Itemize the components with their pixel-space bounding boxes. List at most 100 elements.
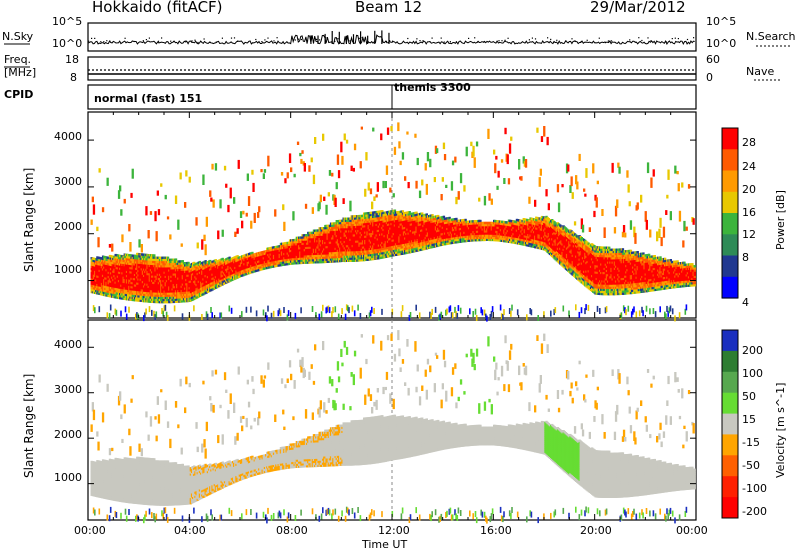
power-pixel — [161, 290, 164, 293]
power-pixel — [124, 283, 127, 286]
power-pixel — [155, 300, 158, 304]
power-pixel — [170, 286, 173, 289]
power-pixel — [172, 298, 175, 301]
power-pixel — [127, 270, 130, 274]
power-pixel — [245, 212, 248, 217]
power-pixel — [124, 255, 127, 259]
power-pixel — [132, 296, 135, 300]
power-pixel — [92, 257, 96, 260]
power-pixel — [132, 284, 135, 287]
power-pixel — [166, 284, 170, 287]
power-pixel — [127, 268, 130, 271]
power-pixel — [109, 255, 113, 258]
power-pixel — [92, 204, 96, 215]
power-pixel — [158, 277, 162, 281]
power-pixel — [274, 209, 277, 217]
power-pixel — [170, 296, 173, 299]
power-pixel — [147, 281, 150, 284]
power-pixel — [130, 290, 133, 293]
power-pixel — [135, 313, 137, 320]
power-pixel — [161, 260, 164, 264]
power-pixel — [147, 277, 150, 280]
noise-search-point — [103, 41, 105, 43]
power-pixel — [164, 256, 167, 259]
power-pixel — [130, 192, 133, 198]
power-pixel — [96, 277, 99, 280]
power-pixel — [101, 293, 105, 296]
power-pixel — [165, 311, 168, 318]
xtick-0400: 04:00 — [174, 524, 206, 537]
power-pixel — [132, 286, 135, 289]
power-pixel — [144, 268, 147, 271]
power-pixel — [161, 269, 164, 272]
power-pixel — [101, 285, 105, 288]
power-pixel — [115, 285, 118, 289]
xtick-2000: 20:00 — [580, 524, 612, 537]
power-pixel — [166, 281, 170, 285]
power-pixel — [170, 281, 173, 285]
power-pixel — [337, 170, 341, 179]
power-pixel — [108, 244, 112, 248]
power-pixel — [164, 267, 167, 270]
power-pixel — [320, 311, 323, 318]
power-pixel — [149, 268, 153, 272]
power-pixel — [172, 262, 175, 266]
power-pixel — [172, 292, 175, 295]
power-pixel — [92, 282, 96, 286]
power-pixel — [161, 277, 164, 281]
power-pixel — [124, 257, 127, 261]
noise-search-point — [528, 39, 530, 41]
noise-search-point — [261, 41, 263, 43]
power-pixel — [141, 297, 145, 301]
power-pixel — [107, 269, 110, 272]
power-pixel — [124, 272, 127, 275]
power-pixel — [155, 267, 158, 270]
power-pixel — [153, 298, 156, 301]
power-pixel — [119, 292, 122, 296]
noise-search-point — [185, 40, 187, 42]
noise-search-point — [580, 41, 582, 43]
power-pixel — [127, 253, 130, 257]
power-pixel — [124, 285, 127, 288]
power-pixel — [130, 262, 133, 266]
power-pixel — [119, 277, 122, 281]
power-pixel — [136, 284, 139, 287]
power-pixel — [127, 287, 130, 290]
power-pixel — [104, 262, 107, 265]
power-pixel — [164, 292, 167, 295]
power-pixel — [166, 273, 170, 276]
power-pixel — [161, 267, 164, 270]
power-pixel — [172, 294, 175, 297]
power-pixel — [141, 285, 145, 288]
power-pixel — [121, 257, 124, 260]
power-pixel — [322, 133, 325, 141]
power-pixel — [155, 296, 158, 299]
noise-search-point — [389, 40, 391, 42]
power-pixel — [164, 286, 167, 289]
power-pixel — [228, 305, 231, 312]
noise-search-point — [173, 40, 175, 43]
power-pixel — [164, 281, 167, 285]
power-pixel — [121, 280, 124, 283]
power-pixel — [257, 212, 260, 218]
power-pixel — [193, 305, 195, 312]
velocity-ytick-2000: 2000 — [54, 428, 82, 441]
power-pixel — [373, 308, 375, 314]
power-pixel — [92, 291, 96, 294]
noise-search-point — [474, 37, 476, 39]
noise-search-point — [306, 40, 309, 42]
power-pixel — [124, 306, 127, 313]
power-pixel — [149, 256, 153, 259]
power-pixel — [170, 294, 173, 297]
power-pixel — [209, 190, 212, 197]
power-pixel — [233, 197, 236, 204]
power-pixel — [115, 294, 118, 297]
power-pixel — [98, 288, 101, 291]
power-pixel — [101, 282, 105, 286]
power-pixel — [149, 271, 153, 274]
power-pixel — [124, 278, 127, 282]
noise-search-point — [221, 37, 223, 39]
noise-search-point — [367, 41, 369, 43]
power-pixel — [109, 282, 113, 285]
power-pixel — [170, 267, 173, 270]
